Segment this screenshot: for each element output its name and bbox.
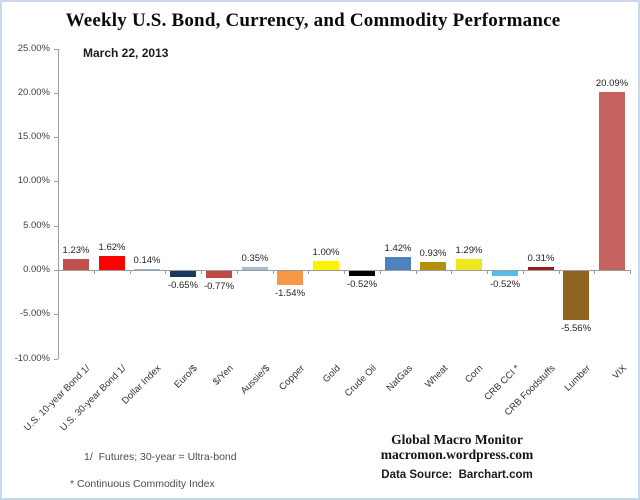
category-label-gold: Gold: [320, 363, 343, 385]
y-axis-tick: [54, 270, 58, 271]
bar-natgas: [385, 257, 411, 270]
bar-vix: [599, 92, 625, 270]
value-label-wheat: 0.93%: [419, 248, 447, 259]
x-axis-tick: [451, 270, 452, 274]
x-axis-tick: [523, 270, 524, 274]
bar-u-s-10-year-bond-1: [63, 259, 89, 270]
value-label-vix: 20.09%: [595, 78, 629, 89]
y-axis-label-0-00: 0.00%: [23, 264, 50, 275]
bar-lumber: [563, 271, 589, 320]
category-label-vix: VIX: [610, 363, 629, 382]
y-axis-tick: [54, 314, 58, 316]
attribution-url: macromon.wordpress.com: [380, 447, 534, 462]
bar-copper: [277, 271, 303, 285]
value-label-crude-oil: -0.52%: [346, 279, 378, 290]
value-label-natgas: 1.42%: [384, 243, 412, 254]
y-axis-tick: [54, 92, 58, 94]
y-axis-tick: [54, 48, 58, 50]
y-axis-tick: [54, 358, 58, 360]
data-source-label: Data Source: Barchart.com: [381, 469, 533, 481]
x-axis-tick: [201, 270, 202, 274]
bar-dollar-index: [134, 269, 160, 270]
value-label-euro: -0.65%: [167, 280, 199, 291]
category-label-corn: Corn: [463, 363, 486, 386]
value-label-corn: 1.29%: [455, 245, 483, 256]
bar-crb-foodstuffs: [528, 267, 554, 270]
y-axis-tick: [54, 137, 58, 139]
value-label-aussie: 0.35%: [241, 253, 269, 264]
bar-yen: [206, 271, 232, 278]
x-axis-tick: [165, 270, 166, 274]
category-label-u-s-30-year-bond-1: U.S. 30-year Bond 1/: [58, 363, 129, 434]
category-label-aussie: Aussie/$: [238, 363, 272, 397]
chart-date-label: March 22, 2013: [83, 46, 169, 60]
x-axis-tick: [273, 270, 274, 274]
y-axis-tick: [54, 225, 58, 227]
x-axis-tick: [344, 270, 345, 274]
bar-crude-oil: [349, 271, 375, 276]
x-axis-tick: [308, 270, 309, 274]
value-label-crb-cci: -0.52%: [489, 279, 521, 290]
y-axis-line: [58, 48, 59, 359]
y-axis-label-20-00: 20.00%: [17, 86, 50, 98]
category-label-wheat: Wheat: [422, 363, 450, 391]
y-axis-label-5-00: -5.00%: [19, 308, 50, 320]
value-label-u-s-30-year-bond-1: 1.62%: [98, 242, 126, 253]
value-label-dollar-index: 0.14%: [133, 255, 161, 266]
x-axis-tick: [630, 270, 631, 274]
x-axis-tick: [130, 270, 131, 274]
category-label-u-s-10-year-bond-1: U.S. 10-year Bond 1/: [22, 363, 93, 434]
x-axis-tick: [94, 270, 95, 274]
x-axis-tick: [237, 270, 238, 274]
footnote-futures: 1/ Futures; 30-year = Ultra-bond: [84, 451, 237, 463]
bar-aussie: [242, 267, 268, 270]
bar-crb-cci: [492, 271, 518, 276]
value-label-yen: -0.77%: [203, 281, 235, 292]
attribution-title: Global Macro Monitor: [391, 432, 523, 447]
category-label-yen: $/Yen: [211, 363, 236, 388]
category-label-copper: Copper: [276, 363, 307, 393]
x-axis-tick: [487, 270, 488, 274]
footnote-cci: * Continuous Commodity Index: [70, 478, 215, 490]
y-axis-label-25-00: 25.00%: [17, 42, 50, 54]
x-axis-tick: [416, 270, 417, 274]
y-axis-label-5-00: 5.00%: [23, 219, 50, 231]
value-label-crb-foodstuffs: 0.31%: [527, 253, 555, 264]
y-axis-tick: [54, 181, 58, 183]
category-label-natgas: NatGas: [384, 363, 415, 394]
value-label-u-s-10-year-bond-1: 1.23%: [62, 245, 90, 256]
category-label-euro: Euro/$: [172, 363, 200, 391]
bar-gold: [313, 261, 339, 270]
y-axis-label-10-00: -10.00%: [14, 352, 50, 364]
chart-title: Weekly U.S. Bond, Currency, and Commodit…: [65, 10, 561, 31]
bar-u-s-30-year-bond-1: [99, 256, 125, 270]
bar-corn: [456, 259, 482, 270]
x-axis-tick: [58, 270, 59, 274]
x-axis-tick: [594, 270, 595, 274]
value-label-copper: -1.54%: [274, 288, 306, 299]
bar-wheat: [420, 262, 446, 270]
value-label-lumber: -5.56%: [560, 323, 592, 334]
y-axis-label-10-00: 10.00%: [17, 175, 50, 187]
bar-euro: [170, 271, 196, 277]
category-label-lumber: Lumber: [562, 363, 593, 394]
y-axis-label-15-00: 15.00%: [17, 131, 50, 143]
value-label-gold: 1.00%: [312, 247, 340, 258]
x-axis-tick: [559, 270, 560, 274]
category-label-crude-oil: Crude Oil: [342, 363, 379, 400]
x-axis-tick: [380, 270, 381, 274]
